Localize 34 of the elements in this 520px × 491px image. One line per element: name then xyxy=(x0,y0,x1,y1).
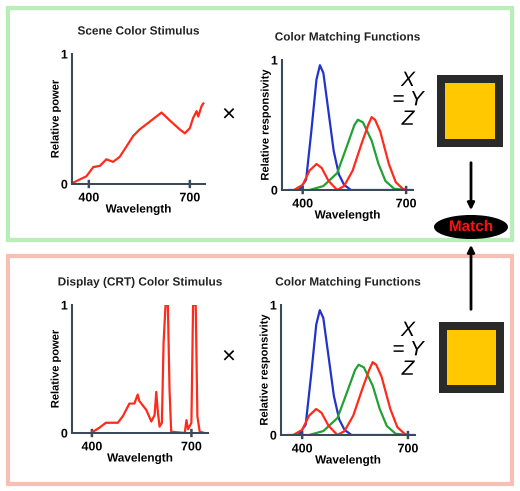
y-axis-title: Relative responsivity xyxy=(260,314,270,425)
y-tick-label: 1 xyxy=(62,300,68,310)
y-axis-title: Relative power xyxy=(50,330,61,408)
line-series xyxy=(90,305,206,433)
x-tick-label: 400 xyxy=(292,198,313,208)
y-tick-label: 1 xyxy=(272,56,278,65)
x-tick-label: 400 xyxy=(292,444,312,453)
text: × xyxy=(224,350,234,361)
annotation: X = Y Z xyxy=(394,322,425,375)
x-tick-label: 700 xyxy=(182,442,202,451)
x-axis-title: Wavelength xyxy=(314,210,380,222)
y-axis-title: Relative responsivity xyxy=(260,69,271,180)
x-tick-label: 700 xyxy=(396,198,416,208)
text: × xyxy=(224,108,234,119)
y-tick-label: 0 xyxy=(61,180,68,189)
x-tick-label: 700 xyxy=(180,192,200,202)
text: Match xyxy=(450,220,492,232)
chart-title: Display (CRT) Color Stimulus xyxy=(58,277,222,288)
y-tick-label: 1 xyxy=(270,300,276,310)
chart-title: Color Matching Functions xyxy=(276,277,420,288)
x-tick-label: 700 xyxy=(398,444,418,453)
x-tick-label: 400 xyxy=(82,442,102,451)
x-axis-title: Wavelength xyxy=(107,452,172,464)
chart-title: Color Matching Functions xyxy=(275,32,420,44)
x-tick-label: 400 xyxy=(78,192,99,202)
y-tick-label: 0 xyxy=(270,430,276,440)
x-axis-title: Wavelength xyxy=(315,454,380,466)
y-tick-label: 0 xyxy=(271,186,278,195)
chart-title: Scene Color Stimulus xyxy=(78,26,200,35)
x-axis-title: Wavelength xyxy=(106,204,171,216)
y-axis-title: Relative power xyxy=(50,80,61,158)
annotation: X = Y Z xyxy=(394,72,425,125)
y-tick-label: 0 xyxy=(61,428,68,438)
y-tick-label: 1 xyxy=(62,50,68,59)
